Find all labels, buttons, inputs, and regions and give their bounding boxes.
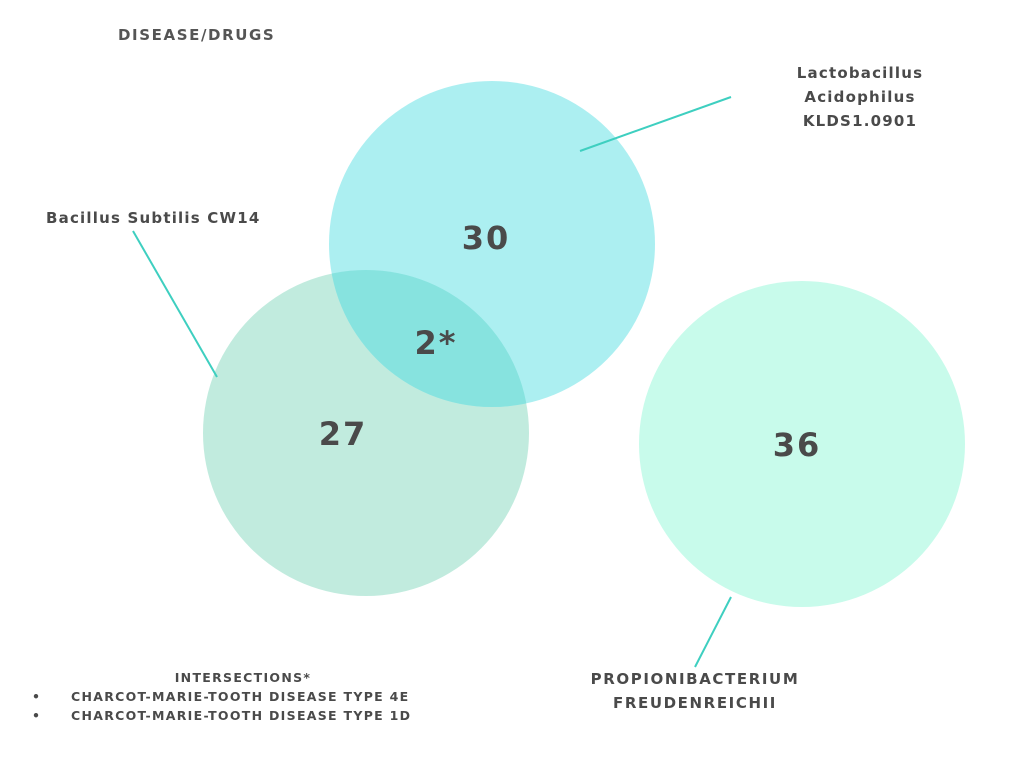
list-item: • CHARCOT-MARIE-TOOTH DISEASE TYPE 1D (28, 706, 468, 725)
intersections-list: • CHARCOT-MARIE-TOOTH DISEASE TYPE 4E • … (28, 687, 468, 725)
label-propioni-line-1: PROPIONIBACTERIUM (590, 670, 800, 688)
diagram-title: DISEASE/DRUGS (118, 26, 276, 44)
leader-line-propioni (694, 596, 732, 668)
circle-propionibacterium (639, 281, 965, 607)
count-propioni: 36 (773, 426, 822, 464)
intersections-legend: INTERSECTIONS* • CHARCOT-MARIE-TOOTH DIS… (28, 668, 468, 725)
count-bacillus: 27 (319, 415, 368, 453)
count-overlap: 2* (415, 324, 458, 362)
label-lactobacillus-acidophilus: Lactobacillus Acidophilus KLDS1.0901 (770, 61, 950, 133)
bullet-icon: • (32, 689, 42, 704)
list-item: • CHARCOT-MARIE-TOOTH DISEASE TYPE 4E (28, 687, 468, 706)
label-lacto-line-3: KLDS1.0901 (802, 112, 918, 130)
leader-line-bacillus (132, 230, 218, 378)
intersection-item-text: CHARCOT-MARIE-TOOTH DISEASE TYPE 4E (71, 689, 410, 704)
intersection-item-text: CHARCOT-MARIE-TOOTH DISEASE TYPE 1D (71, 708, 412, 723)
count-lacto: 30 (462, 219, 511, 257)
label-bacillus-subtilis: Bacillus Subtilis CW14 (46, 209, 261, 227)
label-lacto-line-2: Acidophilus (804, 88, 916, 106)
overlap-region (329, 270, 529, 407)
label-propioni-line-2: FREUDENREICHII (613, 694, 777, 712)
label-propionibacterium: PROPIONIBACTERIUM FREUDENREICHII (560, 667, 830, 715)
bullet-icon: • (32, 708, 42, 723)
label-lacto-line-1: Lactobacillus (796, 64, 924, 82)
intersections-heading: INTERSECTIONS* (174, 670, 312, 685)
leader-line-lacto (579, 96, 732, 152)
